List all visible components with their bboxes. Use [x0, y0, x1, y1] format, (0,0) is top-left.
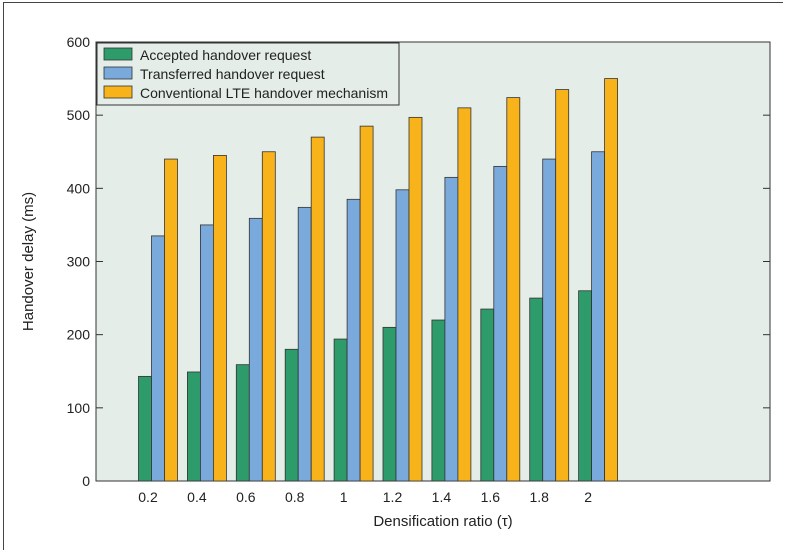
bar [138, 375, 152, 482]
bar [333, 338, 348, 482]
bar [457, 107, 472, 482]
bar [151, 235, 165, 482]
y-tick-label: 100 [67, 400, 91, 416]
y-tick-label: 0 [82, 473, 90, 489]
bar [359, 125, 374, 482]
x-tick-label: 1.8 [529, 489, 549, 505]
y-tick-label: 200 [67, 327, 91, 343]
legend-label: Conventional LTE handover mechanism [140, 85, 388, 101]
bars [138, 78, 618, 482]
bar [444, 176, 459, 482]
bar [212, 155, 227, 482]
x-tick-label: 0.4 [187, 489, 207, 505]
bar [310, 136, 325, 482]
bar [555, 89, 570, 482]
legend-label: Accepted handover request [140, 47, 311, 63]
bar [346, 198, 361, 482]
x-tick-label: 2 [584, 489, 592, 505]
bar [408, 116, 423, 482]
bar [261, 151, 276, 482]
y-tick-label: 500 [67, 107, 91, 123]
x-tick-label: 1.6 [481, 489, 501, 505]
bar [542, 158, 557, 482]
y-tick-label: 300 [67, 254, 91, 270]
bar [186, 371, 201, 482]
bar [529, 297, 544, 482]
legend-label: Transferred handover request [140, 66, 325, 82]
legend-box [96, 42, 400, 106]
legend-swatch [103, 66, 133, 80]
legend-swatch [103, 85, 133, 99]
bar [431, 319, 446, 482]
x-tick-label: 0.2 [138, 489, 158, 505]
bar [506, 97, 521, 482]
bar [284, 348, 299, 482]
x-axis-ticks: 0.2 0.4 0.6 0.8 1 1.2 1.4 1.6 1.8 2 [138, 475, 592, 505]
x-tick-label: 0.8 [285, 489, 305, 505]
handover-delay-chart: 0 100 200 300 400 500 600 0.2 0.4 0.6 0.8 1 1.2 1.4 1… [3, 2, 783, 550]
y-tick-label: 400 [67, 180, 91, 196]
x-axis-label: Densification ratio (τ) [373, 513, 512, 530]
bar [480, 308, 495, 482]
figure-frame: 0 100 200 300 400 500 600 0.2 0.4 0.6 0.8 1 1.2 1.4 1… [3, 2, 783, 550]
bar [248, 217, 263, 482]
x-tick-label: 1 [340, 489, 348, 505]
y-tick-label: 600 [67, 34, 91, 50]
bar [199, 224, 214, 482]
bar [604, 78, 618, 482]
legend-swatch [103, 47, 133, 61]
bar [395, 189, 410, 482]
x-tick-label: 0.6 [236, 489, 256, 505]
y-axis-label: Handover delay (ms) [20, 192, 37, 331]
y-axis-ticks: 0 100 200 300 400 500 600 [67, 34, 770, 489]
bar [493, 165, 508, 482]
x-tick-label: 1.4 [432, 489, 452, 505]
bar [297, 206, 312, 482]
bar [235, 364, 250, 482]
bar [578, 290, 592, 482]
x-tick-label: 1.2 [383, 489, 403, 505]
bar [164, 158, 178, 482]
legend: Accepted handover request Transferred han… [96, 42, 400, 106]
bar [382, 326, 397, 482]
bar [591, 151, 605, 482]
